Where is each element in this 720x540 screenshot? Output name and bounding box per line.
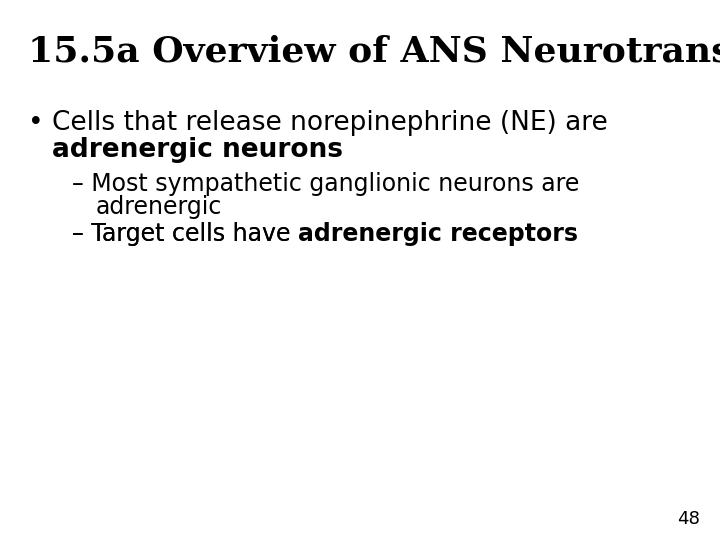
Text: 15.5a Overview of ANS Neurotransmitters: 15.5a Overview of ANS Neurotransmitters: [28, 35, 720, 69]
Text: •: •: [28, 110, 44, 136]
Text: – Target cells have: – Target cells have: [72, 222, 298, 246]
Text: adrenergic neurons: adrenergic neurons: [52, 137, 343, 163]
Text: adrenergic receptors: adrenergic receptors: [298, 222, 578, 246]
Text: adrenergic: adrenergic: [96, 195, 222, 219]
Text: – Most sympathetic ganglionic neurons are: – Most sympathetic ganglionic neurons ar…: [72, 172, 580, 196]
Text: – Target cells have: – Target cells have: [72, 222, 298, 246]
Text: 48: 48: [677, 510, 700, 528]
Text: Cells that release norepinephrine (NE) are: Cells that release norepinephrine (NE) a…: [52, 110, 608, 136]
